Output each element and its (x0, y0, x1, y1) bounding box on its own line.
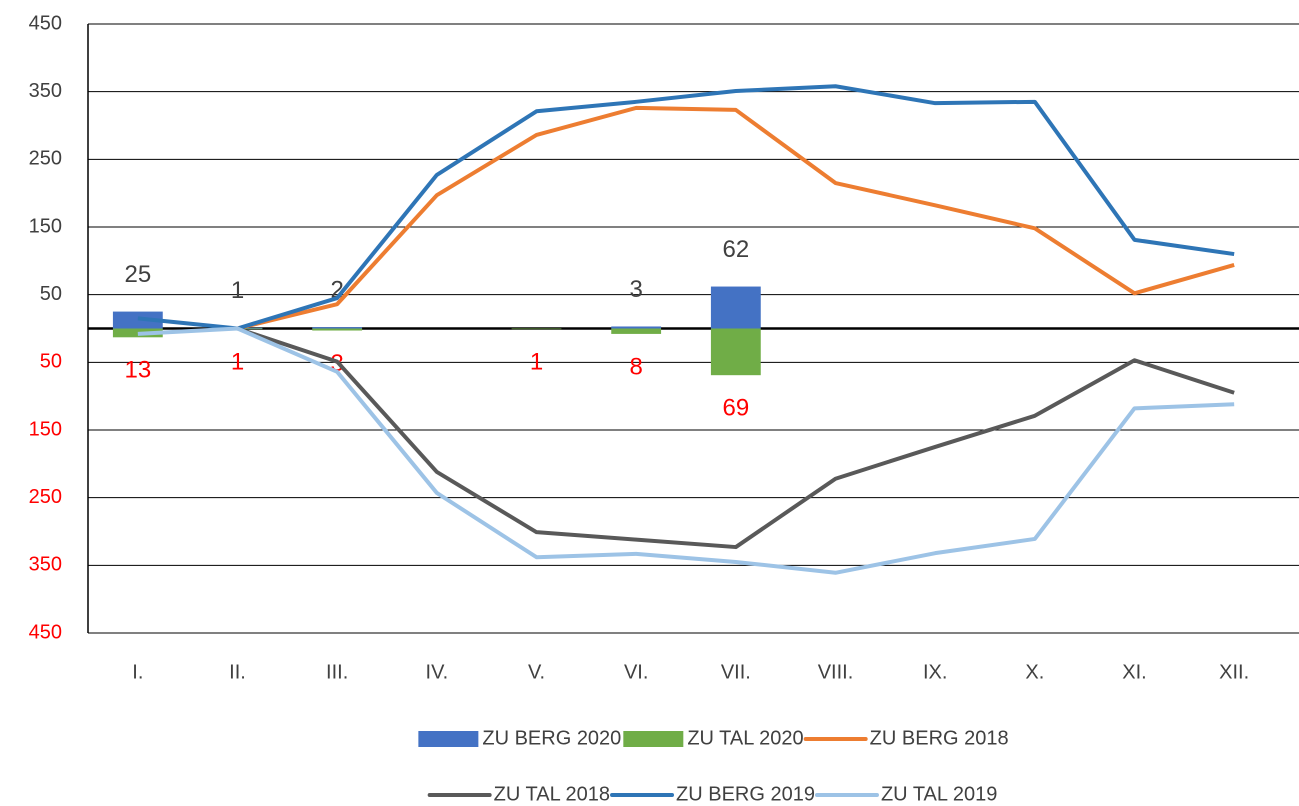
y-tick-label: 150 (29, 418, 62, 440)
data-label: 69 (722, 395, 749, 422)
data-label: 62 (722, 236, 749, 263)
bar (710, 328, 761, 376)
y-tick-label: 250 (29, 486, 62, 508)
y-tick-label: 450 (29, 12, 62, 34)
x-tick-label: XII. (1219, 661, 1249, 683)
x-tick-label: II. (229, 661, 246, 683)
x-tick-label: X. (1025, 661, 1044, 683)
legend-label: ZU BERG 2018 (870, 727, 1009, 749)
legend-label: ZU TAL 2018 (494, 783, 610, 805)
x-tick-label: I. (132, 661, 143, 683)
line-series (137, 326, 1235, 575)
y-tick-label: 250 (29, 148, 62, 170)
bar (312, 328, 363, 331)
legend-label: ZU BERG 2020 (482, 727, 621, 749)
x-tick-label: VIII. (818, 661, 854, 683)
x-tick-label: IV. (426, 661, 449, 683)
data-label: 1 (530, 349, 543, 376)
bar (611, 326, 662, 329)
bar (710, 286, 761, 329)
x-tick-label: VII. (721, 661, 751, 683)
y-tick-label: 50 (40, 283, 62, 305)
y-tick-label: 50 (40, 351, 62, 373)
y-tick-label: 150 (29, 215, 62, 237)
y-tick-label: 350 (29, 80, 62, 102)
bar (312, 327, 363, 329)
legend-label: ZU BERG 2019 (676, 783, 815, 805)
data-label: 8 (629, 353, 642, 380)
legend-label: ZU TAL 2019 (881, 783, 997, 805)
line-series (237, 105, 1235, 331)
data-label: 13 (124, 357, 151, 384)
y-tick-label: 450 (29, 621, 62, 643)
x-tick-label: IX. (923, 661, 947, 683)
legend-swatch (418, 731, 479, 747)
y-tick-label: 350 (29, 554, 62, 576)
x-tick-label: XI. (1122, 661, 1146, 683)
legend-swatch (623, 731, 684, 747)
data-label: 3 (629, 276, 642, 303)
bar (511, 328, 562, 330)
legend-label: ZU TAL 2020 (687, 727, 803, 749)
data-label: 1 (231, 277, 244, 304)
x-tick-label: V. (528, 661, 545, 683)
line-series (236, 326, 1235, 550)
x-tick-label: VI. (624, 661, 648, 683)
bar (611, 328, 662, 334)
x-tick-label: III. (326, 661, 348, 683)
data-label: 25 (124, 261, 151, 288)
data-label: 1 (231, 349, 244, 376)
line-series (137, 84, 1235, 331)
